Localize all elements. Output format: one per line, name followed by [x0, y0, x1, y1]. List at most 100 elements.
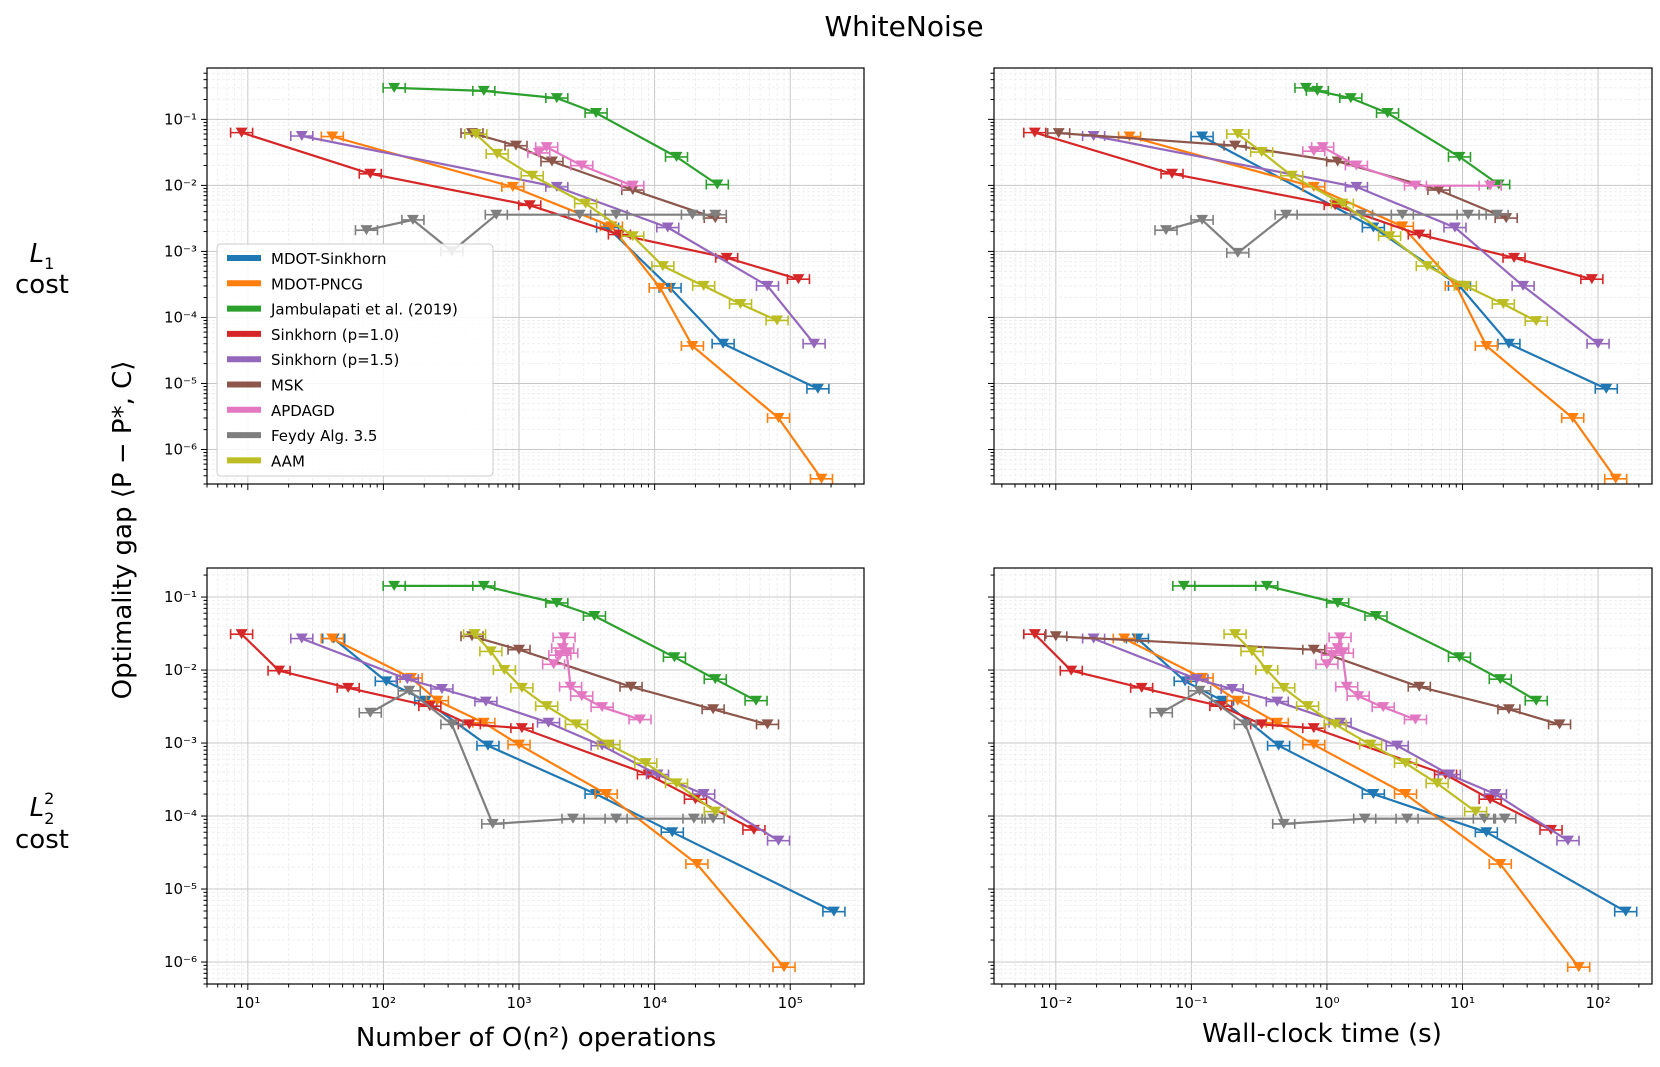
data-point-marker	[1331, 156, 1344, 167]
data-point-marker	[1316, 142, 1329, 153]
data-point-marker	[1396, 209, 1409, 220]
data-point-marker	[542, 717, 555, 728]
data-point-marker	[626, 180, 639, 191]
data-point-marker	[1377, 702, 1390, 713]
data-point-marker	[1331, 597, 1344, 608]
data-point-marker	[1619, 906, 1632, 917]
data-point-marker	[625, 681, 638, 692]
ticks: 10⁻² 10⁻¹ 10⁰ 10¹ 10²	[988, 574, 1640, 1012]
legend-item: Feydy Alg. 3.5	[227, 427, 377, 445]
grid	[994, 568, 1652, 985]
data-point-marker	[1049, 631, 1062, 642]
data-point-marker	[1484, 180, 1497, 191]
data-point-marker	[273, 665, 286, 676]
data-point-marker	[1413, 681, 1426, 692]
data-point-marker	[1409, 714, 1422, 725]
data-point-marker	[1255, 719, 1268, 730]
data-point-marker	[558, 632, 571, 643]
legend-item: MSK	[227, 377, 304, 395]
series-sinkhorn-p-1-0-	[1023, 127, 1604, 285]
data-point-marker	[1500, 213, 1513, 224]
data-point-marker	[515, 723, 528, 734]
figure-title: WhiteNoise	[824, 10, 983, 43]
data-point-marker	[1272, 740, 1285, 751]
y-tick-label: 10⁻²	[164, 661, 197, 679]
data-point-marker	[1307, 723, 1320, 734]
data-point-marker	[1177, 580, 1190, 591]
data-point-marker	[1123, 131, 1136, 142]
data-point-marker	[600, 789, 613, 800]
legend-label: APDAGD	[271, 402, 335, 420]
data-point-marker	[1336, 198, 1349, 209]
data-point-marker	[477, 580, 490, 591]
data-point-marker	[811, 383, 824, 394]
data-point-marker	[778, 962, 791, 973]
series-line	[369, 689, 714, 826]
data-point-marker	[540, 142, 553, 153]
x-tick-label: 10⁻¹	[1175, 994, 1208, 1012]
data-point-marker	[808, 338, 821, 349]
data-point-marker	[1401, 813, 1414, 824]
data-point-marker	[588, 611, 601, 622]
data-point-marker	[547, 659, 560, 670]
data-point-marker	[550, 597, 563, 608]
data-point-marker	[403, 685, 416, 696]
y-tick-label: 10⁻³	[164, 734, 197, 752]
data-point-marker	[498, 665, 511, 676]
data-point-marker	[326, 633, 339, 644]
data-point-marker	[1409, 180, 1422, 191]
data-point-marker	[550, 93, 563, 104]
data-point-marker	[761, 719, 774, 730]
series-jambulapati-et-al-2019-	[382, 82, 730, 190]
data-point-marker	[1340, 681, 1353, 692]
data-point-marker	[1453, 151, 1466, 162]
x-tick-label: 10⁴	[642, 994, 667, 1012]
data-point-marker	[697, 789, 710, 800]
y-tick-label: 10⁻²	[164, 176, 197, 194]
data-point-marker	[326, 131, 339, 142]
data-point-marker	[445, 719, 458, 730]
data-point-marker	[526, 170, 539, 181]
data-point-marker	[550, 181, 563, 192]
data-point-marker	[709, 806, 722, 817]
data-point-marker	[477, 85, 490, 96]
data-point-marker	[720, 252, 733, 263]
data-point-marker	[491, 148, 504, 159]
data-point-marker	[1566, 412, 1579, 423]
data-point-marker	[661, 222, 674, 233]
data-point-marker	[1585, 274, 1598, 285]
data-point-marker	[564, 681, 577, 692]
data-point-marker	[1453, 652, 1466, 663]
data-point-marker	[431, 695, 444, 706]
data-point-marker	[1383, 231, 1396, 242]
row-label-l2-cost: cost	[15, 825, 69, 855]
legend-label: Jambulapati et al. (2019)	[270, 301, 458, 319]
series-apdagd	[1315, 632, 1428, 725]
row-label-l1: L1 cost	[15, 239, 69, 300]
data-point-marker	[717, 338, 730, 349]
data-point-marker	[687, 813, 700, 824]
data-point-marker	[486, 818, 499, 829]
data-point-marker	[1432, 185, 1445, 196]
axes-frame	[993, 567, 1653, 985]
data-point-marker	[360, 225, 373, 236]
data-point-marker	[639, 758, 652, 769]
data-point-marker	[697, 280, 710, 291]
data-point-marker	[1498, 813, 1511, 824]
data-point-marker	[575, 160, 588, 171]
data-point-marker	[602, 739, 615, 750]
svg-text:L1: L1	[30, 239, 55, 273]
data-point-marker	[670, 151, 683, 162]
series-line	[1160, 689, 1505, 826]
series-feydy-alg-3-5	[1149, 685, 1517, 829]
data-point-marker	[1352, 691, 1365, 702]
data-point-marker	[750, 695, 763, 706]
data-point-marker	[1052, 128, 1065, 139]
data-point-marker	[1609, 473, 1622, 484]
data-point-marker	[686, 340, 699, 351]
panel-1	[988, 67, 1653, 490]
data-point-marker	[463, 719, 476, 730]
data-point-marker	[523, 200, 536, 211]
y-tick-label: 10⁻¹	[164, 110, 197, 128]
